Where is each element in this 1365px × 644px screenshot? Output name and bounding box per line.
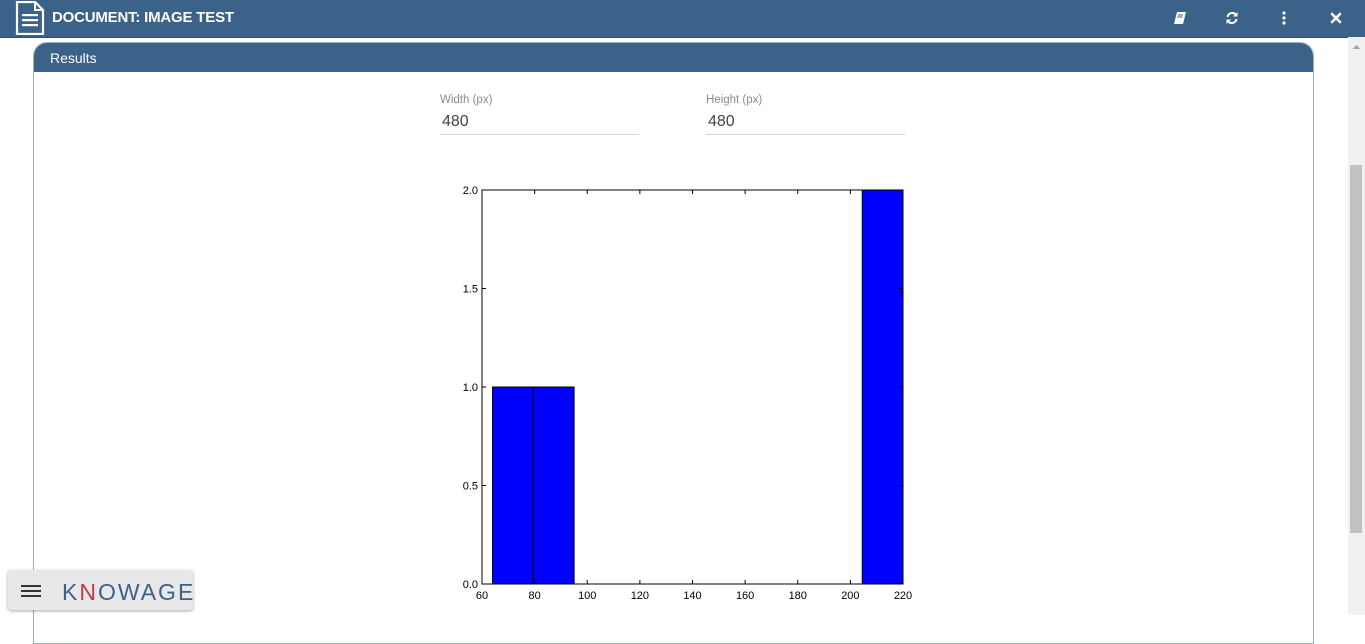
hamburger-menu-icon[interactable] xyxy=(21,585,41,599)
x-tick-label: 160 xyxy=(736,590,754,602)
histogram-bar xyxy=(861,189,904,585)
x-tick-label: 80 xyxy=(529,590,541,602)
histogram-bar xyxy=(492,386,534,585)
knowage-logo: KNOWAGE xyxy=(62,579,196,605)
more-vertical-icon xyxy=(1282,11,1286,25)
close-icon xyxy=(1330,12,1342,24)
book-button[interactable] xyxy=(1169,8,1191,28)
x-tick-label: 60 xyxy=(476,590,488,602)
x-tick-label: 220 xyxy=(894,590,912,602)
height-field-label: Height (px) xyxy=(706,94,763,106)
histogram-chart: 60 80 100 120 140 160 180 200 220 0.0 0.5 1.0 1.5 2.0 xyxy=(463,185,912,602)
results-panel-header: Results xyxy=(34,43,1313,72)
refresh-button[interactable] xyxy=(1221,8,1243,28)
top-bar: DOCUMENT: IMAGE TEST xyxy=(0,0,1365,38)
y-tick-label: 0.0 xyxy=(463,579,478,591)
y-tick-label: 1.0 xyxy=(463,382,478,394)
window-title: DOCUMENT: IMAGE TEST xyxy=(52,9,234,26)
width-field-label: Width (px) xyxy=(440,94,493,106)
y-tick-label: 2.0 xyxy=(463,185,478,197)
x-tick-label: 200 xyxy=(841,590,859,602)
x-tick-label: 100 xyxy=(578,590,596,602)
height-field[interactable] xyxy=(706,110,905,135)
knowage-menu-bar: KNOWAGE xyxy=(8,570,193,610)
scrollbar-thumb[interactable] xyxy=(1350,165,1362,533)
y-tick-label: 1.5 xyxy=(463,284,478,296)
book-icon xyxy=(1174,12,1186,24)
histogram-bar xyxy=(532,386,575,585)
vertical-scrollbar[interactable] xyxy=(1348,37,1365,615)
x-tick-label: 180 xyxy=(789,590,807,602)
close-button[interactable] xyxy=(1325,8,1347,28)
refresh-icon xyxy=(1226,12,1238,24)
y-tick-label: 0.5 xyxy=(463,481,478,493)
scroll-up-arrow-icon[interactable] xyxy=(1348,41,1365,53)
results-panel-title: Results xyxy=(50,50,97,66)
x-tick-label: 120 xyxy=(631,590,649,602)
more-options-button[interactable] xyxy=(1273,8,1295,28)
x-tick-label: 140 xyxy=(683,590,701,602)
width-field[interactable] xyxy=(440,110,639,135)
document-icon xyxy=(15,1,45,35)
